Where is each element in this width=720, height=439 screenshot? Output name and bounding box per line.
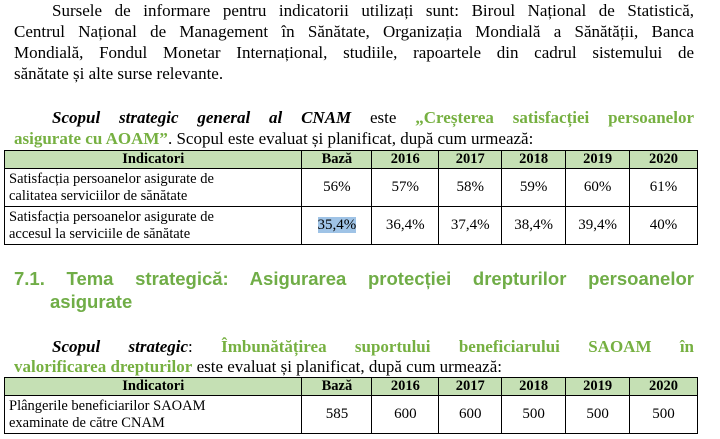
intro-line-1: Sursele de informare pentru indicatorii … <box>52 1 694 20</box>
intro-line-2: Centrul Național de Management în Sănăta… <box>14 22 694 41</box>
table1-indicator-cell: Satisfacția persoanelor asigurate de cal… <box>3 168 303 207</box>
scope1-label: Scopul strategic general al CNAM <box>52 108 352 127</box>
value-cell: 57% <box>371 168 440 207</box>
table1-header-2020: 2020 <box>629 150 698 169</box>
scope1-goal-part2: asigurate cu AOAM” <box>14 129 168 148</box>
scope2-rest: este evaluat și planificat, după cum urm… <box>192 357 502 376</box>
table1-header-2019: 2019 <box>565 150 631 169</box>
scope2-line-2: valorificarea drepturilor este evaluat ș… <box>14 357 694 378</box>
table1-header-2018: 2018 <box>501 150 567 169</box>
value-cell: 35,4% <box>301 206 373 245</box>
table2-indicator-cell: Plângerile beneficiarilor SAOAM examinat… <box>3 395 303 434</box>
scope2-goal-part2: valorificarea drepturilor <box>14 357 193 376</box>
table-row: Satisfacția persoanelor asigurate de acc… <box>3 206 698 245</box>
value-cell: 38,4% <box>501 206 567 245</box>
table1-header-base: Bază <box>301 150 373 169</box>
section-heading-line-1: 7.1. Tema strategică: Asigurarea protecț… <box>14 268 694 289</box>
scope2-line-1: Scopul strategic: Îmbunătățirea suportul… <box>14 337 694 358</box>
scope2-goal-part1: Îmbunătățirea suportului beneficiarului … <box>221 337 695 356</box>
table-row: Plângerile beneficiarilor SAOAM examinat… <box>3 395 698 434</box>
scope2-label: Scopul strategic <box>52 337 189 356</box>
indicator-line: Satisfacția persoanelor asigurate de <box>9 170 214 187</box>
scope2-colon: : <box>188 337 193 356</box>
value-cell: 500 <box>501 395 567 434</box>
intro-line-3: Mondială, Fondul Monetar Internațional, … <box>14 43 694 62</box>
table2-header-2018: 2018 <box>501 377 567 396</box>
scope1-rest: . Scopul este evaluat și planificat, dup… <box>167 129 534 148</box>
value-cell: 40% <box>629 206 698 245</box>
value-cell: 36,4% <box>371 206 440 245</box>
value-cell: 39,4% <box>565 206 631 245</box>
indicators-table-2: Indicatori Bază 2016 2017 2018 2019 2020… <box>3 377 698 434</box>
table1-indicator-cell: Satisfacția persoanelor asigurate de acc… <box>3 206 303 245</box>
table-row: Satisfacția persoanelor asigurate de cal… <box>3 168 698 207</box>
table2-header-base: Bază <box>301 377 373 396</box>
scope1-goal-part1: „Creșterea satisfacției persoanelor <box>415 108 694 127</box>
value-cell: 600 <box>371 395 440 434</box>
table1-header-indicators: Indicatori <box>3 150 303 169</box>
value-cell: 56% <box>301 168 373 207</box>
value-cell: 59% <box>501 168 567 207</box>
table1-header-2016: 2016 <box>371 150 440 169</box>
table1-header-row: Indicatori Bază 2016 2017 2018 2019 2020 <box>3 150 698 169</box>
indicator-line: Plângerile beneficiarilor SAOAM <box>9 397 206 414</box>
indicator-line: examinate de către CNAM <box>9 414 165 431</box>
scope1-line-1: Scopul strategic general al CNAM este „C… <box>14 108 694 129</box>
table2-header-indicators: Indicatori <box>3 377 303 396</box>
value-cell: 585 <box>301 395 373 434</box>
scope1-line-2: asigurate cu AOAM”. Scopul este evaluat … <box>14 129 694 150</box>
value-cell: 60% <box>565 168 631 207</box>
value-cell: 61% <box>629 168 698 207</box>
value-cell: 500 <box>629 395 698 434</box>
indicator-line: accesul la serviciile de sănătate <box>9 225 191 242</box>
intro-line-4: sănătate și alte surse relevante. <box>14 64 224 83</box>
selected-text[interactable]: 35,4% <box>317 217 357 233</box>
table2-header-2017: 2017 <box>438 377 503 396</box>
table2-header-2016: 2016 <box>371 377 440 396</box>
table1-header-2017: 2017 <box>438 150 503 169</box>
indicators-table-1: Indicatori Bază 2016 2017 2018 2019 2020… <box>3 150 698 245</box>
indicator-line: calitatea serviciilor de sănătate <box>9 187 188 204</box>
value-cell: 500 <box>565 395 631 434</box>
indicator-line: Satisfacția persoanelor asigurate de <box>9 208 214 225</box>
value-cell: 58% <box>438 168 503 207</box>
value-cell: 600 <box>438 395 503 434</box>
value-cell: 37,4% <box>438 206 503 245</box>
scope1-connector: este <box>370 108 397 127</box>
section-heading-line-2: asigurate <box>50 291 133 312</box>
table2-header-2020: 2020 <box>629 377 698 396</box>
table2-header-2019: 2019 <box>565 377 631 396</box>
table2-header-row: Indicatori Bază 2016 2017 2018 2019 2020 <box>3 377 698 396</box>
